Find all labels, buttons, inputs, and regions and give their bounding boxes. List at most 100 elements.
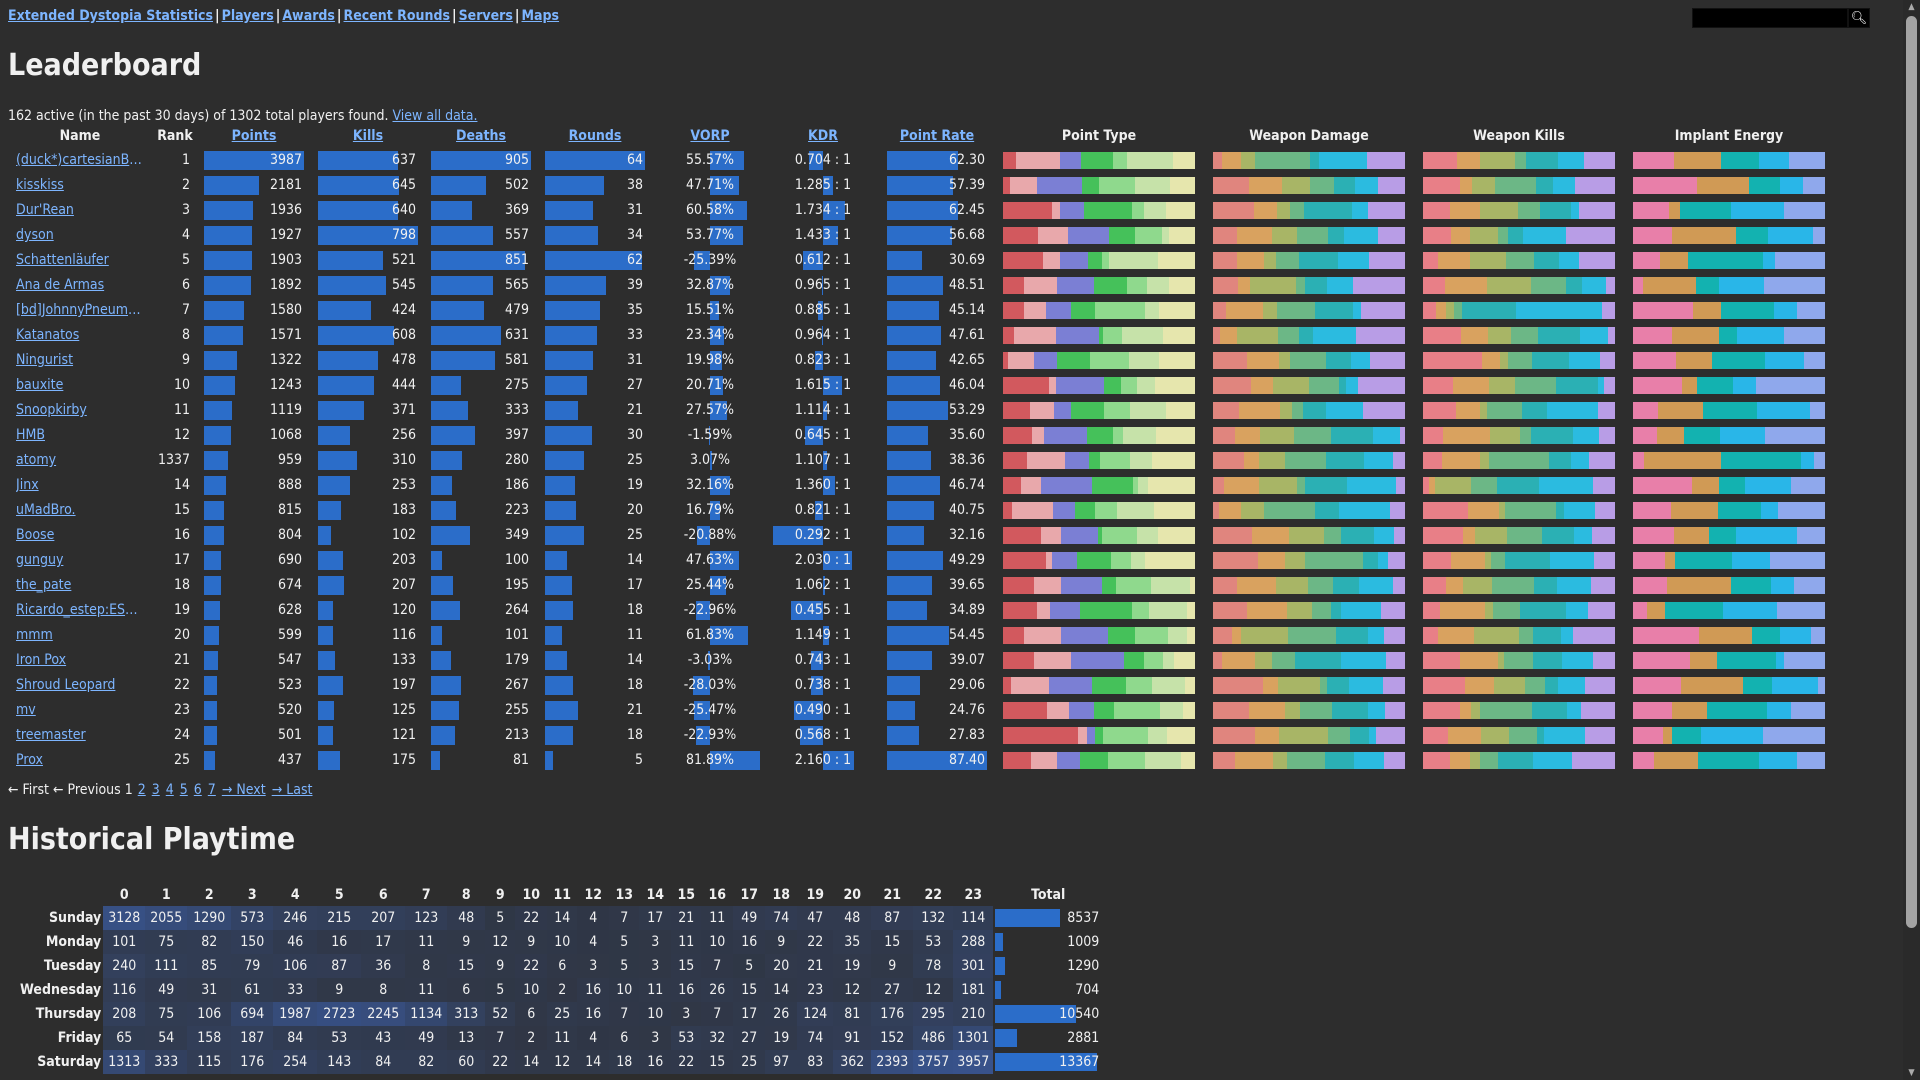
kdr-cell: 1.062 : 1	[773, 573, 873, 598]
point-type-segment	[1003, 252, 1044, 269]
player-name-link[interactable]: (duck*)cartesianBear	[16, 152, 144, 168]
player-name-link[interactable]: HMB	[16, 427, 45, 443]
player-name-link[interactable]: Prox	[16, 752, 43, 768]
pager-page-7[interactable]: 7	[207, 782, 216, 798]
implant-energy-stacked-bar	[1633, 327, 1825, 344]
player-name-link[interactable]: Ricardo_estep:ESP:…	[16, 602, 144, 618]
point-type-segment	[1003, 727, 1078, 744]
col-header-kdr[interactable]: KDR	[808, 128, 838, 144]
nav-link-servers[interactable]: Servers	[458, 8, 513, 24]
col-header-point-rate[interactable]: Point Rate	[899, 128, 975, 144]
weapon-kills-segment	[1578, 202, 1615, 219]
player-name-link[interactable]: Iron Pox	[16, 652, 67, 668]
player-name-link[interactable]: mmm	[16, 627, 53, 643]
player-name-link[interactable]: Shroud Leopard	[16, 677, 116, 693]
player-name-link[interactable]: atomy	[16, 452, 57, 468]
pager-page-3[interactable]: 3	[151, 782, 160, 798]
point-type-segment	[1102, 727, 1148, 744]
playtime-cell: 9	[871, 954, 914, 978]
kdr-cell: 0.645 : 1	[773, 423, 873, 448]
col-header-kills[interactable]: Kills	[352, 128, 384, 144]
weapon-damage-segment	[1369, 727, 1376, 744]
pager-page-6[interactable]: 6	[193, 782, 202, 798]
view-all-link[interactable]: View all data.	[392, 108, 478, 124]
player-name-link[interactable]: Dur'Rean	[16, 202, 74, 218]
scroll-up-arrow-icon[interactable]: ▲	[1908, 2, 1915, 12]
pager-page-2[interactable]: 2	[137, 782, 146, 798]
implant-energy-segment	[1701, 727, 1764, 744]
vorp-cell: -22.93%	[660, 723, 760, 748]
col-header-rounds[interactable]: Rounds	[568, 128, 622, 144]
player-name-link[interactable]: gunguy	[16, 552, 64, 568]
playtime-cell: 8	[361, 978, 406, 1002]
page-scrollbar[interactable]: ▲ ▼	[1903, 0, 1920, 1080]
player-name-link[interactable]: mv	[16, 702, 36, 718]
vorp-cell: -28.03%	[660, 673, 760, 698]
player-name-link[interactable]: uMadBro.	[16, 502, 76, 518]
search-input[interactable]	[1692, 8, 1848, 28]
points-cell: 690	[204, 548, 304, 573]
player-name-link[interactable]: kisskiss	[16, 177, 64, 193]
player-name-link[interactable]: bauxite	[16, 377, 64, 393]
points-bar	[204, 551, 222, 570]
table-row: mv 23 520 125 255 21 -25.47% 0.490 : 1 24.76	[0, 698, 1900, 723]
weapon-kills-stacked-bar	[1423, 702, 1615, 719]
nav-link-maps[interactable]: Maps	[521, 8, 560, 24]
player-name-link[interactable]: Boose	[16, 527, 55, 543]
weapon-kills-segment	[1558, 152, 1585, 169]
weapon-damage-stacked-bar	[1213, 202, 1405, 219]
weapon-damage-segment	[1340, 602, 1381, 619]
pager-page-4[interactable]: 4	[165, 782, 174, 798]
scroll-down-arrow-icon[interactable]: ▼	[1908, 1068, 1915, 1078]
player-name-link[interactable]: dyson	[16, 227, 54, 243]
player-name-link[interactable]: Katanatos	[16, 327, 80, 343]
player-name-link[interactable]: Schattenläufer	[16, 252, 109, 268]
weapon-damage-segment	[1343, 227, 1378, 244]
implant-energy-segment	[1633, 277, 1643, 294]
implant-energy-segment	[1633, 752, 1655, 769]
col-header-vorp[interactable]: VORP	[690, 128, 730, 144]
vorp-bar	[710, 151, 744, 170]
weapon-kills-segment	[1453, 377, 1489, 394]
point-type-segment	[1003, 402, 1031, 419]
points-value: 959	[277, 452, 302, 468]
player-name-link[interactable]: Ana de Armas	[16, 277, 105, 293]
deaths-cell: 349	[431, 523, 531, 548]
col-header-points[interactable]: Points	[231, 128, 277, 144]
hour-header: 7	[421, 887, 431, 903]
nav-link-awards[interactable]: Awards	[282, 8, 335, 24]
weapon-damage-segment	[1369, 352, 1405, 369]
player-name-link[interactable]: the_pate	[16, 577, 72, 593]
player-name-link[interactable]: Snoopkirby	[16, 402, 87, 418]
point-type-segment	[1003, 202, 1053, 219]
points-bar	[204, 151, 304, 170]
point-rate-cell: 47.61	[887, 323, 987, 348]
nav-link-players[interactable]: Players	[221, 8, 274, 24]
implant-energy-segment	[1667, 577, 1732, 594]
search-button[interactable]: 🔍︎	[1848, 8, 1870, 28]
point-type-segment	[1003, 477, 1022, 494]
implant-energy-segment	[1731, 552, 1771, 569]
col-header-deaths[interactable]: Deaths	[456, 128, 506, 144]
nav-link-recent-rounds[interactable]: Recent Rounds	[343, 8, 450, 24]
kdr-value: 0.821 : 1	[794, 502, 852, 518]
player-name-link[interactable]: Ningurist	[16, 352, 74, 368]
weapon-damage-segment	[1282, 177, 1310, 194]
implant-energy-segment	[1773, 302, 1798, 319]
scrollbar-thumb[interactable]	[1906, 16, 1917, 928]
player-name-link[interactable]: Jinx	[16, 477, 39, 493]
implant-energy-segment	[1672, 327, 1720, 344]
player-rank: 3	[181, 202, 190, 218]
pager-last[interactable]: → Last	[271, 782, 313, 798]
points-bar	[204, 726, 217, 745]
nav-link-home[interactable]: Extended Dystopia Statistics	[8, 8, 214, 24]
point-type-segment	[1129, 352, 1160, 369]
pager-next[interactable]: → Next	[221, 782, 266, 798]
implant-energy-segment	[1664, 602, 1724, 619]
implant-energy-stacked-bar	[1633, 177, 1825, 194]
table-row: bauxite 10 1243 444 275 27 20.71% 1.615 : 1 46.0…	[0, 373, 1900, 398]
pager-page-5[interactable]: 5	[179, 782, 188, 798]
player-name-link[interactable]: [bd]JohnnyPneuma…	[16, 302, 144, 318]
weapon-damage-segment	[1287, 627, 1337, 644]
player-name-link[interactable]: treemaster	[16, 727, 86, 743]
